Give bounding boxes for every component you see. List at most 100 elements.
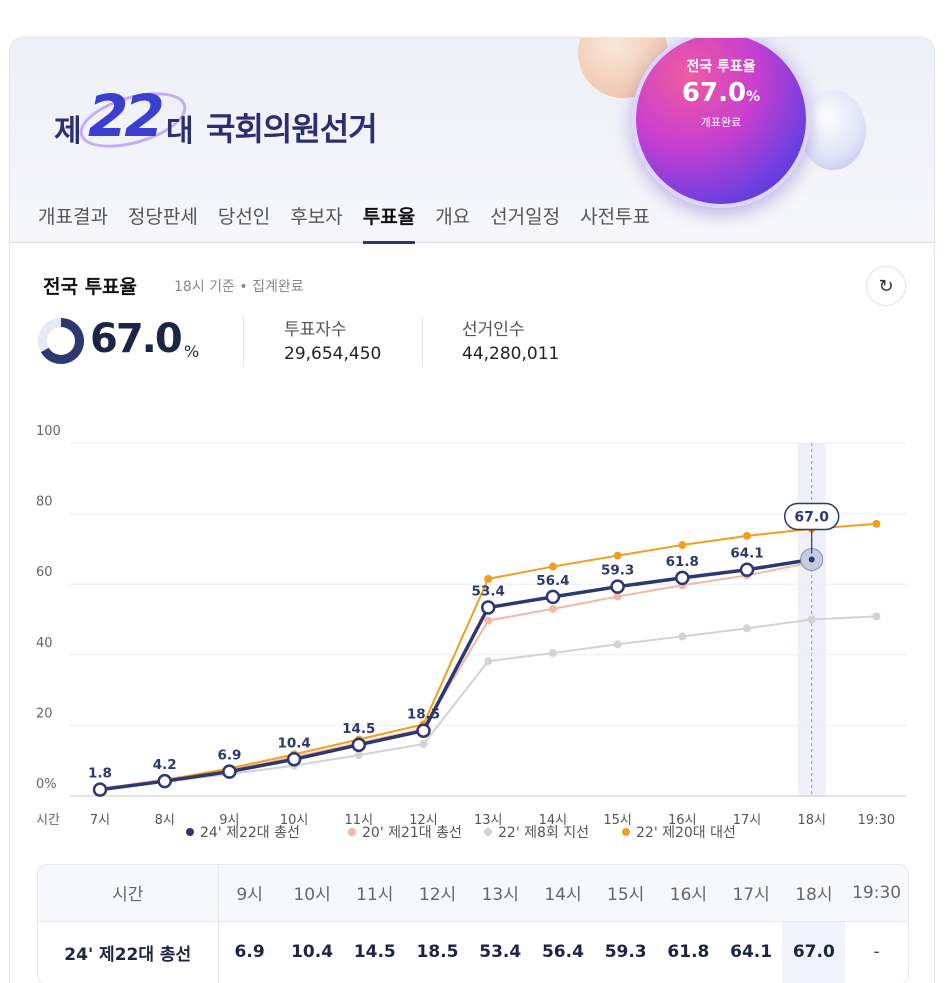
turnout-donut	[38, 318, 84, 364]
electors-value: 44,280,011	[462, 344, 560, 364]
logo-je: 제	[54, 114, 82, 149]
x-tick-label: 15시	[603, 813, 632, 828]
data-label: 1.8	[88, 766, 112, 782]
logo-dae: 대	[166, 114, 194, 149]
turnout-line-chart[interactable]: 0% 20 40 60 80 100 시간 7시 8시 9시 10시 11시 12시 13시 14시 15시 1…	[10, 388, 935, 858]
data-label: 53.4	[472, 583, 505, 599]
y-tick-label: 0%	[36, 777, 57, 792]
table-cell: 56.4	[531, 921, 595, 983]
tab-3[interactable]: 당선인	[217, 206, 271, 228]
data-label: 6.9	[217, 748, 241, 764]
legend-dot	[484, 828, 492, 836]
x-tick-label: 12시	[409, 813, 438, 828]
y-tick-label: 20	[36, 706, 53, 721]
table-header-time: 19:30	[845, 865, 908, 922]
data-point	[678, 632, 687, 641]
table-cell: -	[845, 921, 908, 983]
data-point	[613, 592, 622, 601]
legend-dot	[348, 828, 356, 836]
x-tick-label: 18시	[797, 813, 826, 828]
data-point	[416, 723, 431, 738]
tab-2[interactable]: 정당판세	[127, 206, 198, 228]
national-turnout-orb: 전국 투표율 67.0% 개표완료	[632, 38, 810, 208]
data-point	[419, 740, 428, 749]
x-tick-label: 8시	[155, 813, 175, 828]
x-axis-label: 시간	[36, 813, 60, 828]
data-label: 18.5	[407, 707, 440, 723]
data-point	[222, 764, 237, 779]
table-header-time: 13시	[468, 865, 532, 922]
table-header-time: 18시	[782, 865, 846, 922]
data-point	[807, 615, 816, 624]
table-header-time: 15시	[594, 865, 658, 922]
data-point	[157, 773, 172, 789]
orb-rate: 67.0%	[681, 78, 761, 108]
table-cell: 64.1	[719, 921, 783, 983]
y-tick-label: 40	[36, 636, 53, 651]
tab-5[interactable]: 투표율	[353, 198, 425, 244]
data-point	[610, 579, 625, 594]
data-point	[351, 737, 367, 753]
divider	[243, 316, 244, 366]
turnout-card: 제 22 대 국회의원선거 전국 투표율 67.0% 개표완료 개표결과 정당판세…	[9, 37, 935, 983]
x-tick-label: 11시	[345, 813, 374, 828]
data-point	[548, 604, 557, 613]
data-point	[613, 640, 622, 649]
table-row-label: 24' 제22대 총선	[38, 921, 219, 983]
table-cell: 18.5	[406, 921, 469, 983]
table-cell: 6.9	[218, 921, 281, 983]
x-tick-label: 10시	[280, 813, 309, 828]
table-cell: 67.0	[782, 921, 846, 983]
tab-8[interactable]: 사전투표	[580, 206, 651, 228]
data-label: 56.4	[536, 573, 569, 589]
electors-label: 선거인수	[462, 320, 525, 340]
tab-4[interactable]: 후보자	[290, 206, 343, 228]
table-cell: 61.8	[657, 921, 720, 983]
election-logo[interactable]: 제 22 대 국회의원선거	[54, 81, 454, 159]
divider	[422, 316, 423, 366]
callout-bubble	[783, 502, 840, 531]
table-cell: 10.4	[280, 921, 344, 983]
data-point	[484, 574, 493, 583]
x-tick-label: 7시	[90, 813, 110, 828]
voters-label: 투표자수	[284, 320, 347, 340]
table-row: 24' 제22대 총선 6.9 10.4 14.5 18.5 53.4 56.4 59.3 61…	[38, 921, 908, 983]
data-label: 64.1	[730, 546, 763, 562]
section-title: 전국 투표율	[43, 276, 138, 298]
data-point	[808, 556, 815, 563]
legend-dot	[186, 828, 194, 836]
turnout-table: 시간 9시 10시 11시 12시 13시 14시 15시 16시 17시 18시 19:30 24'…	[37, 864, 909, 983]
table-cell: 53.4	[468, 921, 532, 983]
turnout-rate: 67.0	[90, 316, 183, 362]
table-header-time: 11시	[343, 865, 407, 922]
data-point	[743, 624, 751, 633]
data-point	[613, 551, 622, 560]
legend-label: 22' 제8회 지선	[498, 825, 589, 841]
section-subtitle: 18시 기준 • 집계완료	[174, 279, 304, 295]
x-tick-label: 17시	[733, 813, 762, 828]
refresh-icon: ↻	[878, 275, 894, 297]
decor-orb-small	[800, 90, 866, 170]
series-line-2	[99, 561, 812, 790]
data-point	[354, 751, 363, 760]
data-point	[92, 782, 108, 797]
data-point	[548, 649, 557, 658]
data-point	[484, 616, 493, 625]
data-point	[678, 541, 687, 550]
x-tick-label: 19:30	[858, 813, 895, 828]
tab-1[interactable]: 개표결과	[38, 206, 108, 228]
table-header-time: 10시	[280, 865, 344, 922]
tab-7[interactable]: 선거일정	[490, 206, 561, 228]
legend-label: 20' 제21대 총선	[362, 825, 462, 841]
data-point	[484, 657, 493, 666]
tab-6[interactable]: 개요	[435, 206, 471, 228]
table-header-time: 9시	[218, 865, 281, 922]
data-point	[286, 752, 302, 767]
data-label: 4.2	[153, 757, 177, 773]
data-label: 10.4	[277, 735, 310, 751]
y-tick-label: 60	[36, 565, 53, 580]
refresh-button[interactable]: ↻	[866, 266, 906, 306]
election-banner: 제 22 대 국회의원선거 전국 투표율 67.0% 개표완료 개표결과 정당판세…	[10, 38, 934, 244]
data-point	[675, 570, 690, 586]
data-point	[480, 600, 496, 615]
